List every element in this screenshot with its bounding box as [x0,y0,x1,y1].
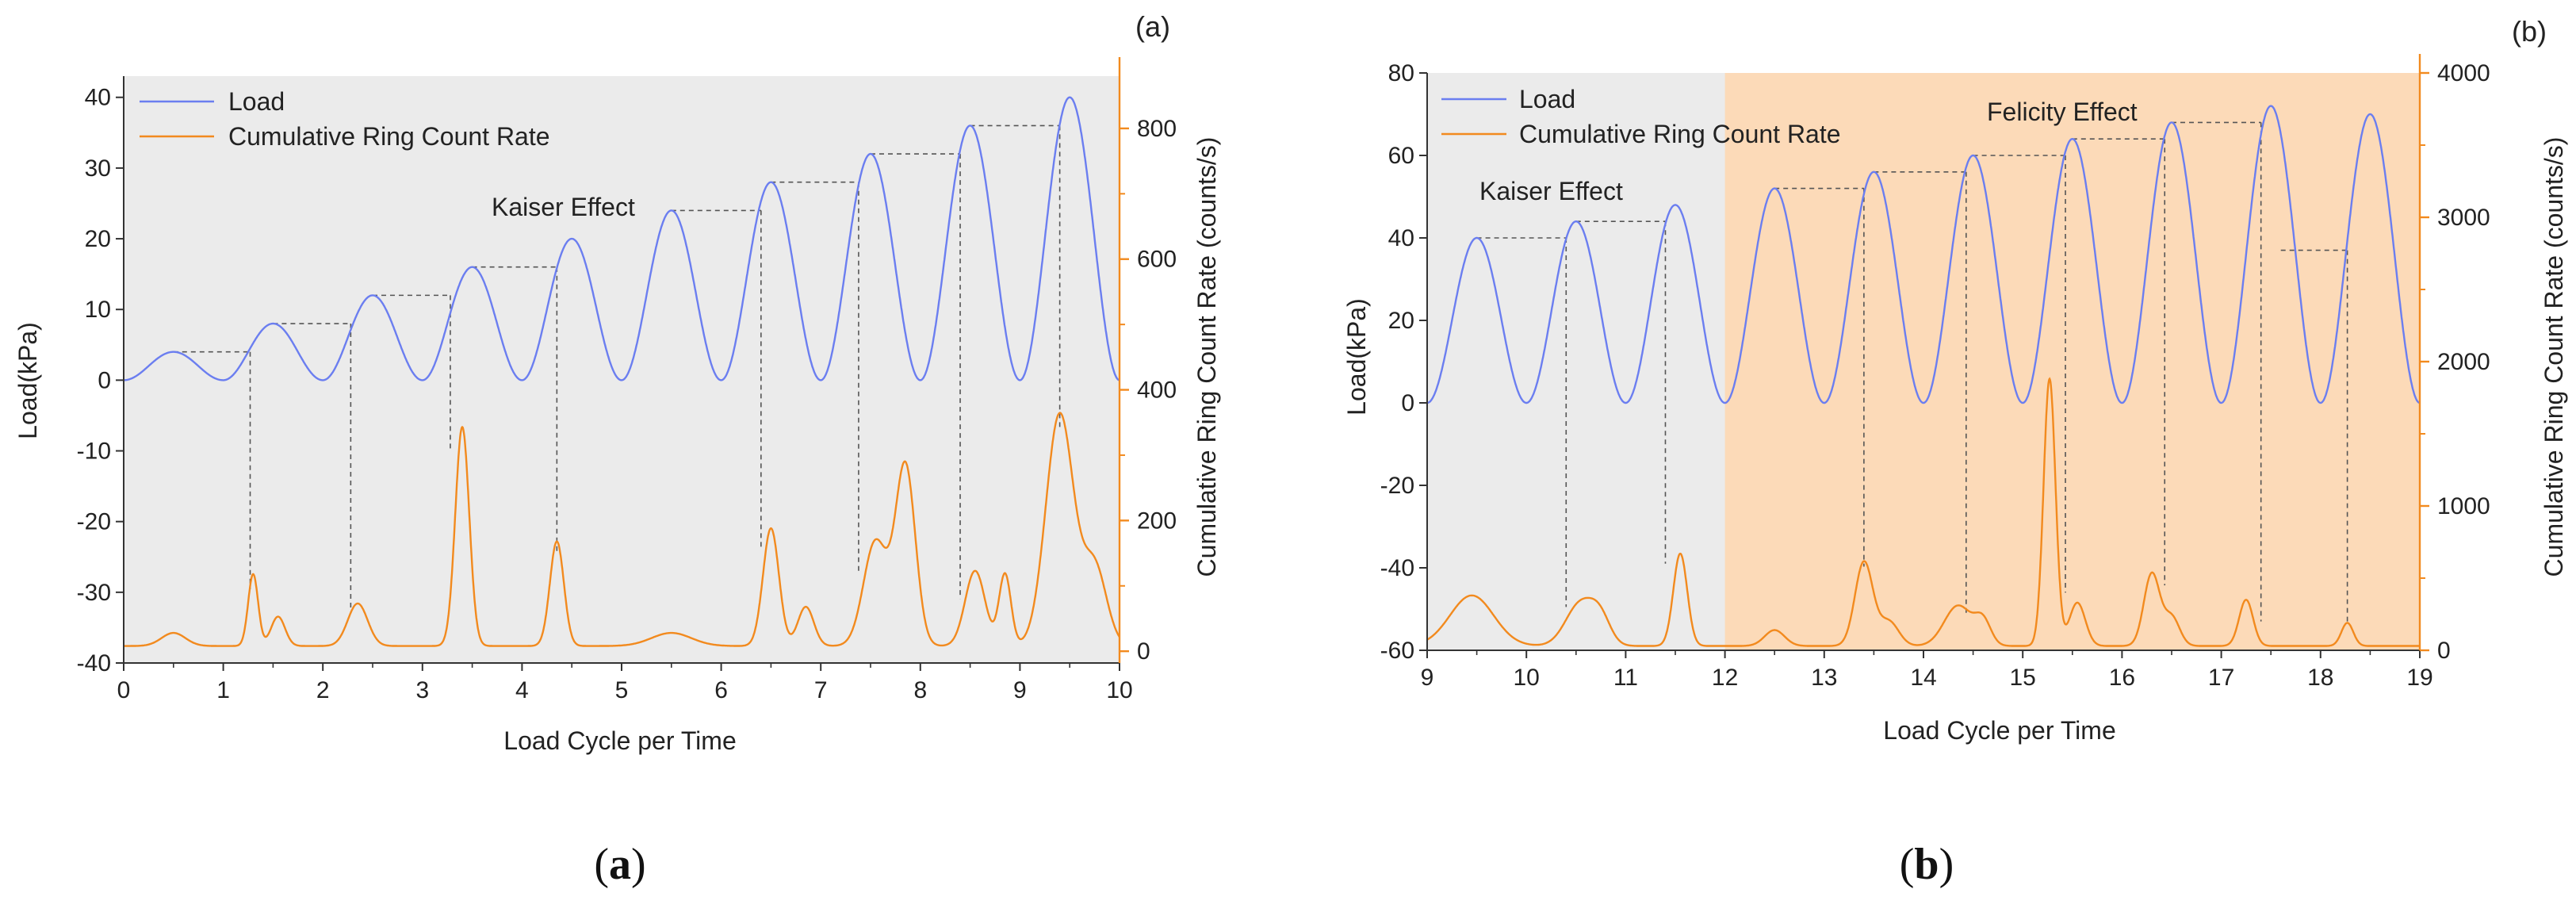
chart-b-y-tick-label: -60 [1380,638,1414,664]
chart-a-y-tick-label: -20 [77,509,111,535]
chart-a-legend-count-label: Cumulative Ring Count Rate [228,122,550,151]
chart-b: 9 10 11 12 13 14 15 16 17 18 19 -60 -40 -20 0 20 40 60 80 0… [1342,15,2568,889]
chart-b-caption: (b) [1900,840,1954,889]
chart-b-x-tick-label: 15 [2010,665,2036,691]
chart-a-annotation-kaiser: Kaiser Effect [492,193,635,221]
chart-a-y2-axis-label: Cumulative Ring Count Rate (counts/s) [1192,137,1221,577]
chart-b-ticks: 9 10 11 12 13 14 15 16 17 18 19 -60 -40 -20 0 20 40 60 80 0… [1380,60,2490,691]
chart-b-y2-tick-label: 2000 [2437,349,2490,375]
chart-b-felicity-region [1724,73,2420,650]
chart-b-x-tick-label: 19 [2406,665,2432,691]
chart-a-y2-tick-label: 800 [1137,116,1177,142]
chart-a-y-tick-label: 40 [85,85,111,111]
chart-a-y2-tick-label: 200 [1137,508,1177,534]
chart-a-x-tick-label: 2 [316,677,330,703]
chart-b-x-tick-label: 18 [2307,665,2333,691]
chart-a-x-tick-label: 3 [415,677,429,703]
chart-a-panel-label: (a) [1135,10,1170,43]
chart-a-y2-tick-label: 600 [1137,247,1177,273]
chart-b-x-axis-label: Load Cycle per Time [1883,716,2115,745]
chart-b-y-tick-label: 80 [1388,60,1414,86]
chart-a-x-tick-label: 6 [714,677,728,703]
chart-a-count-line [124,412,1121,647]
chart-b-y-tick-label: -20 [1380,473,1414,499]
chart-a-plot-background [124,76,1120,663]
chart-b-annotation-kaiser: Kaiser Effect [1479,177,1623,205]
chart-a-x-axis-label: Load Cycle per Time [503,726,736,755]
chart-b-x-tick-label: 14 [1910,665,1936,691]
chart-b-y-tick-label: 60 [1388,143,1414,169]
chart-b-y-tick-label: -40 [1380,555,1414,581]
chart-b-x-tick-label: 10 [1514,665,1540,691]
chart-b-y2-tick-label: 3000 [2437,205,2490,231]
chart-b-y2-tick-label: 1000 [2437,493,2490,519]
chart-b-y-tick-label: 20 [1388,308,1414,334]
chart-a-x-tick-label: 10 [1106,677,1132,703]
chart-b-y-tick-label: 0 [1401,390,1414,416]
chart-a-y-tick-label: 20 [85,226,111,252]
chart-b-y2-tick-label: 0 [2437,638,2451,664]
chart-a-guides [173,125,1061,612]
chart-a-y-tick-label: 0 [98,367,111,393]
chart-b-legend-load-label: Load [1519,85,1575,113]
chart-a-x-tick-label: 5 [615,677,629,703]
chart-b-x-tick-label: 11 [1613,665,1638,691]
chart-a-x-tick-label: 0 [117,677,131,703]
chart-b-x-tick-label: 13 [1811,665,1837,691]
chart-a-y2-tick-label: 0 [1137,638,1150,665]
chart-a-y-tick-label: 30 [85,155,111,182]
chart-a-y-tick-label: 10 [85,297,111,323]
chart-b-x-tick-label: 12 [1712,665,1738,691]
chart-b-x-tick-label: 9 [1421,665,1434,691]
chart-b-y2-axis-label: Cumulative Ring Count Rate (counts/s) [2540,137,2568,577]
chart-a-legend-load-label: Load [228,87,285,116]
chart-a-y-tick-label: -40 [77,650,111,676]
chart-a-y-tick-label: -10 [77,439,111,465]
chart-b-x-tick-label: 17 [2208,665,2234,691]
chart-b-y2-tick-label: 4000 [2437,60,2490,86]
chart-a-x-tick-label: 9 [1013,677,1027,703]
chart-b-legend-count-label: Cumulative Ring Count Rate [1519,120,1841,148]
chart-b-panel-label: (b) [2512,15,2547,48]
chart-a-y-axis-label: Load(kPa) [13,322,42,439]
chart-a: 0 1 2 3 4 5 6 7 8 9 10-40-30-20-100102030400200400… [13,10,1221,889]
chart-b-annotation-felicity: Felicity Effect [1987,98,2138,126]
chart-a-x-tick-label: 1 [216,677,230,703]
chart-a-x-tick-label: 7 [814,677,828,703]
chart-b-x-tick-label: 16 [2109,665,2135,691]
chart-a-ticks: 0 1 2 3 4 5 6 7 8 9 10-40-30-20-100102030400200400… [77,85,1177,703]
chart-a-y2-tick-label: 400 [1137,377,1177,404]
chart-a-y-tick-label: -30 [77,580,111,606]
chart-a-x-tick-label: 8 [913,677,927,703]
chart-b-guides [1476,121,2348,625]
chart-a-caption: (a) [594,840,645,889]
chart-b-y-tick-label: 40 [1388,225,1414,251]
chart-b-count-line [1426,377,2420,647]
chart-a-load-line [124,96,1120,381]
chart-b-load-line [1427,105,2421,404]
chart-a-x-tick-label: 4 [515,677,529,703]
chart-b-y-axis-label: Load(kPa) [1342,298,1371,416]
